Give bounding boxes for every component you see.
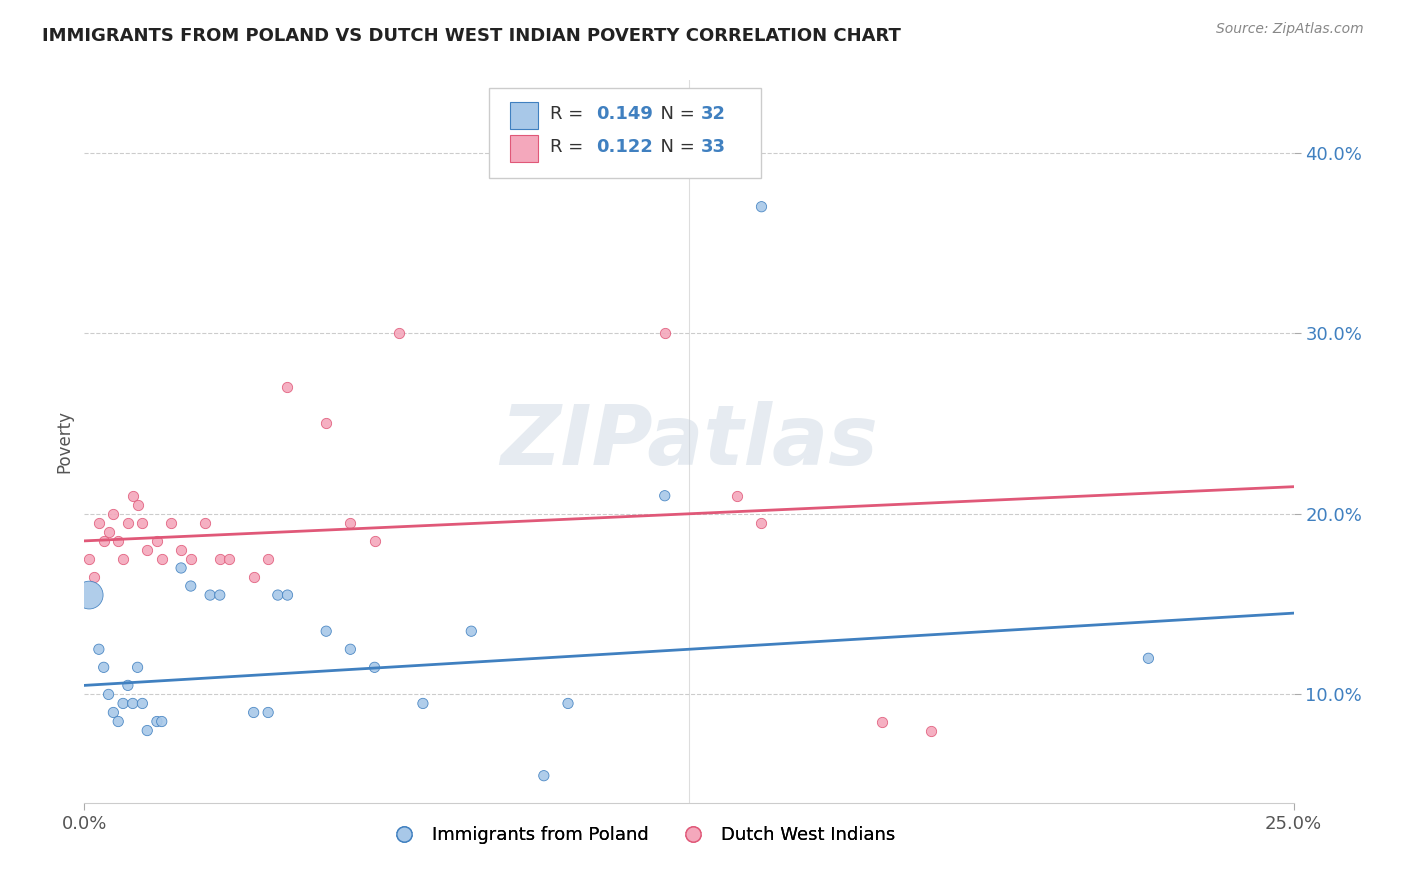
- Point: [654, 489, 676, 503]
- Point: [315, 624, 337, 639]
- Point: [136, 723, 159, 738]
- Point: [131, 516, 153, 530]
- Point: [218, 552, 240, 566]
- Point: [460, 624, 482, 639]
- Point: [920, 723, 942, 738]
- Text: 32: 32: [702, 105, 725, 123]
- Point: [107, 533, 129, 548]
- Point: [97, 524, 120, 539]
- Point: [257, 552, 280, 566]
- Text: ZIPatlas: ZIPatlas: [501, 401, 877, 482]
- Point: [276, 380, 298, 394]
- Point: [170, 542, 193, 557]
- Point: [170, 561, 193, 575]
- Point: [121, 697, 143, 711]
- Point: [388, 326, 411, 341]
- Legend: Immigrants from Poland, Dutch West Indians: Immigrants from Poland, Dutch West India…: [380, 819, 903, 852]
- Point: [107, 714, 129, 729]
- FancyBboxPatch shape: [510, 102, 538, 128]
- Point: [146, 533, 169, 548]
- Point: [127, 660, 149, 674]
- Text: N =: N =: [650, 105, 700, 123]
- Point: [363, 533, 385, 548]
- Point: [160, 516, 183, 530]
- Text: 33: 33: [702, 138, 725, 156]
- Point: [103, 507, 125, 521]
- Point: [267, 588, 290, 602]
- Point: [150, 552, 173, 566]
- Point: [77, 552, 100, 566]
- Point: [87, 642, 110, 657]
- Point: [751, 516, 773, 530]
- FancyBboxPatch shape: [510, 136, 538, 162]
- Point: [146, 714, 169, 729]
- Point: [363, 660, 385, 674]
- Text: IMMIGRANTS FROM POLAND VS DUTCH WEST INDIAN POVERTY CORRELATION CHART: IMMIGRANTS FROM POLAND VS DUTCH WEST IND…: [42, 27, 901, 45]
- Point: [276, 588, 298, 602]
- Point: [136, 542, 159, 557]
- FancyBboxPatch shape: [489, 87, 762, 178]
- Text: R =: R =: [550, 105, 589, 123]
- Point: [87, 516, 110, 530]
- Text: 0.122: 0.122: [596, 138, 652, 156]
- Point: [557, 697, 579, 711]
- Point: [93, 533, 115, 548]
- Point: [339, 642, 361, 657]
- Point: [112, 697, 135, 711]
- Text: 0.149: 0.149: [596, 105, 652, 123]
- Point: [93, 660, 115, 674]
- Point: [725, 489, 748, 503]
- Point: [654, 326, 676, 341]
- Point: [97, 687, 120, 701]
- Point: [180, 552, 202, 566]
- Point: [242, 570, 264, 584]
- Point: [121, 489, 143, 503]
- Point: [257, 706, 280, 720]
- Point: [117, 516, 139, 530]
- Point: [198, 588, 221, 602]
- Point: [315, 417, 337, 431]
- Point: [412, 697, 434, 711]
- Point: [751, 200, 773, 214]
- Point: [242, 706, 264, 720]
- Point: [872, 714, 894, 729]
- Text: R =: R =: [550, 138, 589, 156]
- Point: [1137, 651, 1160, 665]
- Text: N =: N =: [650, 138, 700, 156]
- Point: [117, 678, 139, 692]
- Point: [339, 516, 361, 530]
- Point: [208, 552, 231, 566]
- Point: [131, 697, 153, 711]
- Text: Source: ZipAtlas.com: Source: ZipAtlas.com: [1216, 22, 1364, 37]
- Point: [83, 570, 105, 584]
- Point: [194, 516, 217, 530]
- Point: [180, 579, 202, 593]
- Point: [150, 714, 173, 729]
- Point: [533, 769, 555, 783]
- Point: [77, 588, 100, 602]
- Y-axis label: Poverty: Poverty: [55, 410, 73, 473]
- Point: [208, 588, 231, 602]
- Point: [127, 498, 149, 512]
- Point: [103, 706, 125, 720]
- Point: [112, 552, 135, 566]
